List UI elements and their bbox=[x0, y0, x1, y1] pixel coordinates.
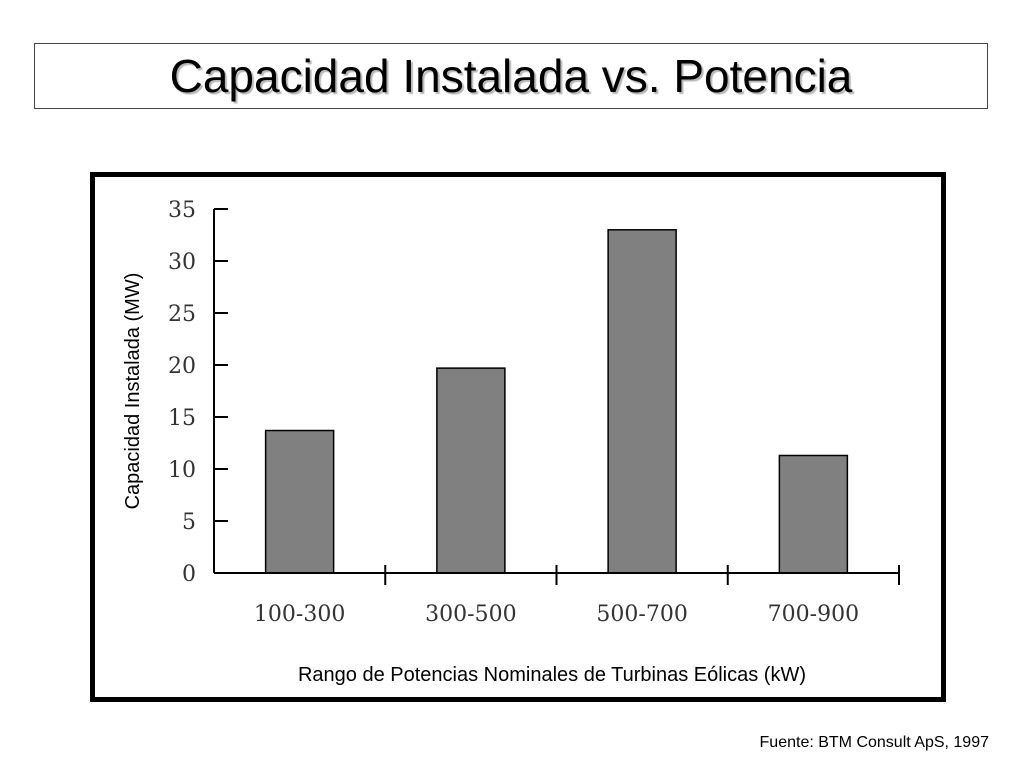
x-axis bbox=[214, 565, 900, 585]
y-tick-label: 5 bbox=[182, 510, 196, 535]
y-tick-label: 30 bbox=[168, 250, 196, 275]
bar bbox=[607, 229, 677, 574]
y-tick-label: 20 bbox=[168, 354, 196, 379]
source-note: Fuente: BTM Consult ApS, 1997 bbox=[759, 734, 989, 751]
bar bbox=[436, 367, 506, 574]
y-tick-label: 35 bbox=[168, 198, 196, 223]
category-label: 100-300 bbox=[254, 602, 345, 627]
y-axis-title: Capacidad Instalada (MW) bbox=[122, 273, 144, 510]
bar bbox=[778, 454, 849, 574]
title-box: Capacidad Instalada vs. Potencia bbox=[34, 43, 988, 109]
bar bbox=[264, 429, 335, 574]
category-label: 700-900 bbox=[768, 602, 859, 627]
bars bbox=[264, 229, 849, 574]
category-label: 300-500 bbox=[425, 602, 516, 627]
y-tick-label: 0 bbox=[182, 562, 196, 587]
x-axis-title: Rango de Potencias Nominales de Turbinas… bbox=[298, 664, 806, 686]
y-axis-ticks: 0 5 10 15 20 25 30 35 bbox=[168, 198, 228, 587]
y-tick-label: 25 bbox=[168, 302, 196, 327]
slide-title: Capacidad Instalada vs. Potencia bbox=[169, 50, 853, 102]
y-tick-label: 10 bbox=[168, 458, 196, 483]
category-label: 500-700 bbox=[596, 602, 687, 627]
bar-chart: 0 5 10 15 20 25 30 35 100-300 300-500 500-700 700-… bbox=[122, 198, 900, 686]
y-tick-label: 15 bbox=[168, 406, 196, 431]
category-labels: 100-300 300-500 500-700 700-900 bbox=[254, 602, 859, 627]
chart-frame: 0 5 10 15 20 25 30 35 100-300 300-500 500-700 700-… bbox=[90, 172, 946, 702]
